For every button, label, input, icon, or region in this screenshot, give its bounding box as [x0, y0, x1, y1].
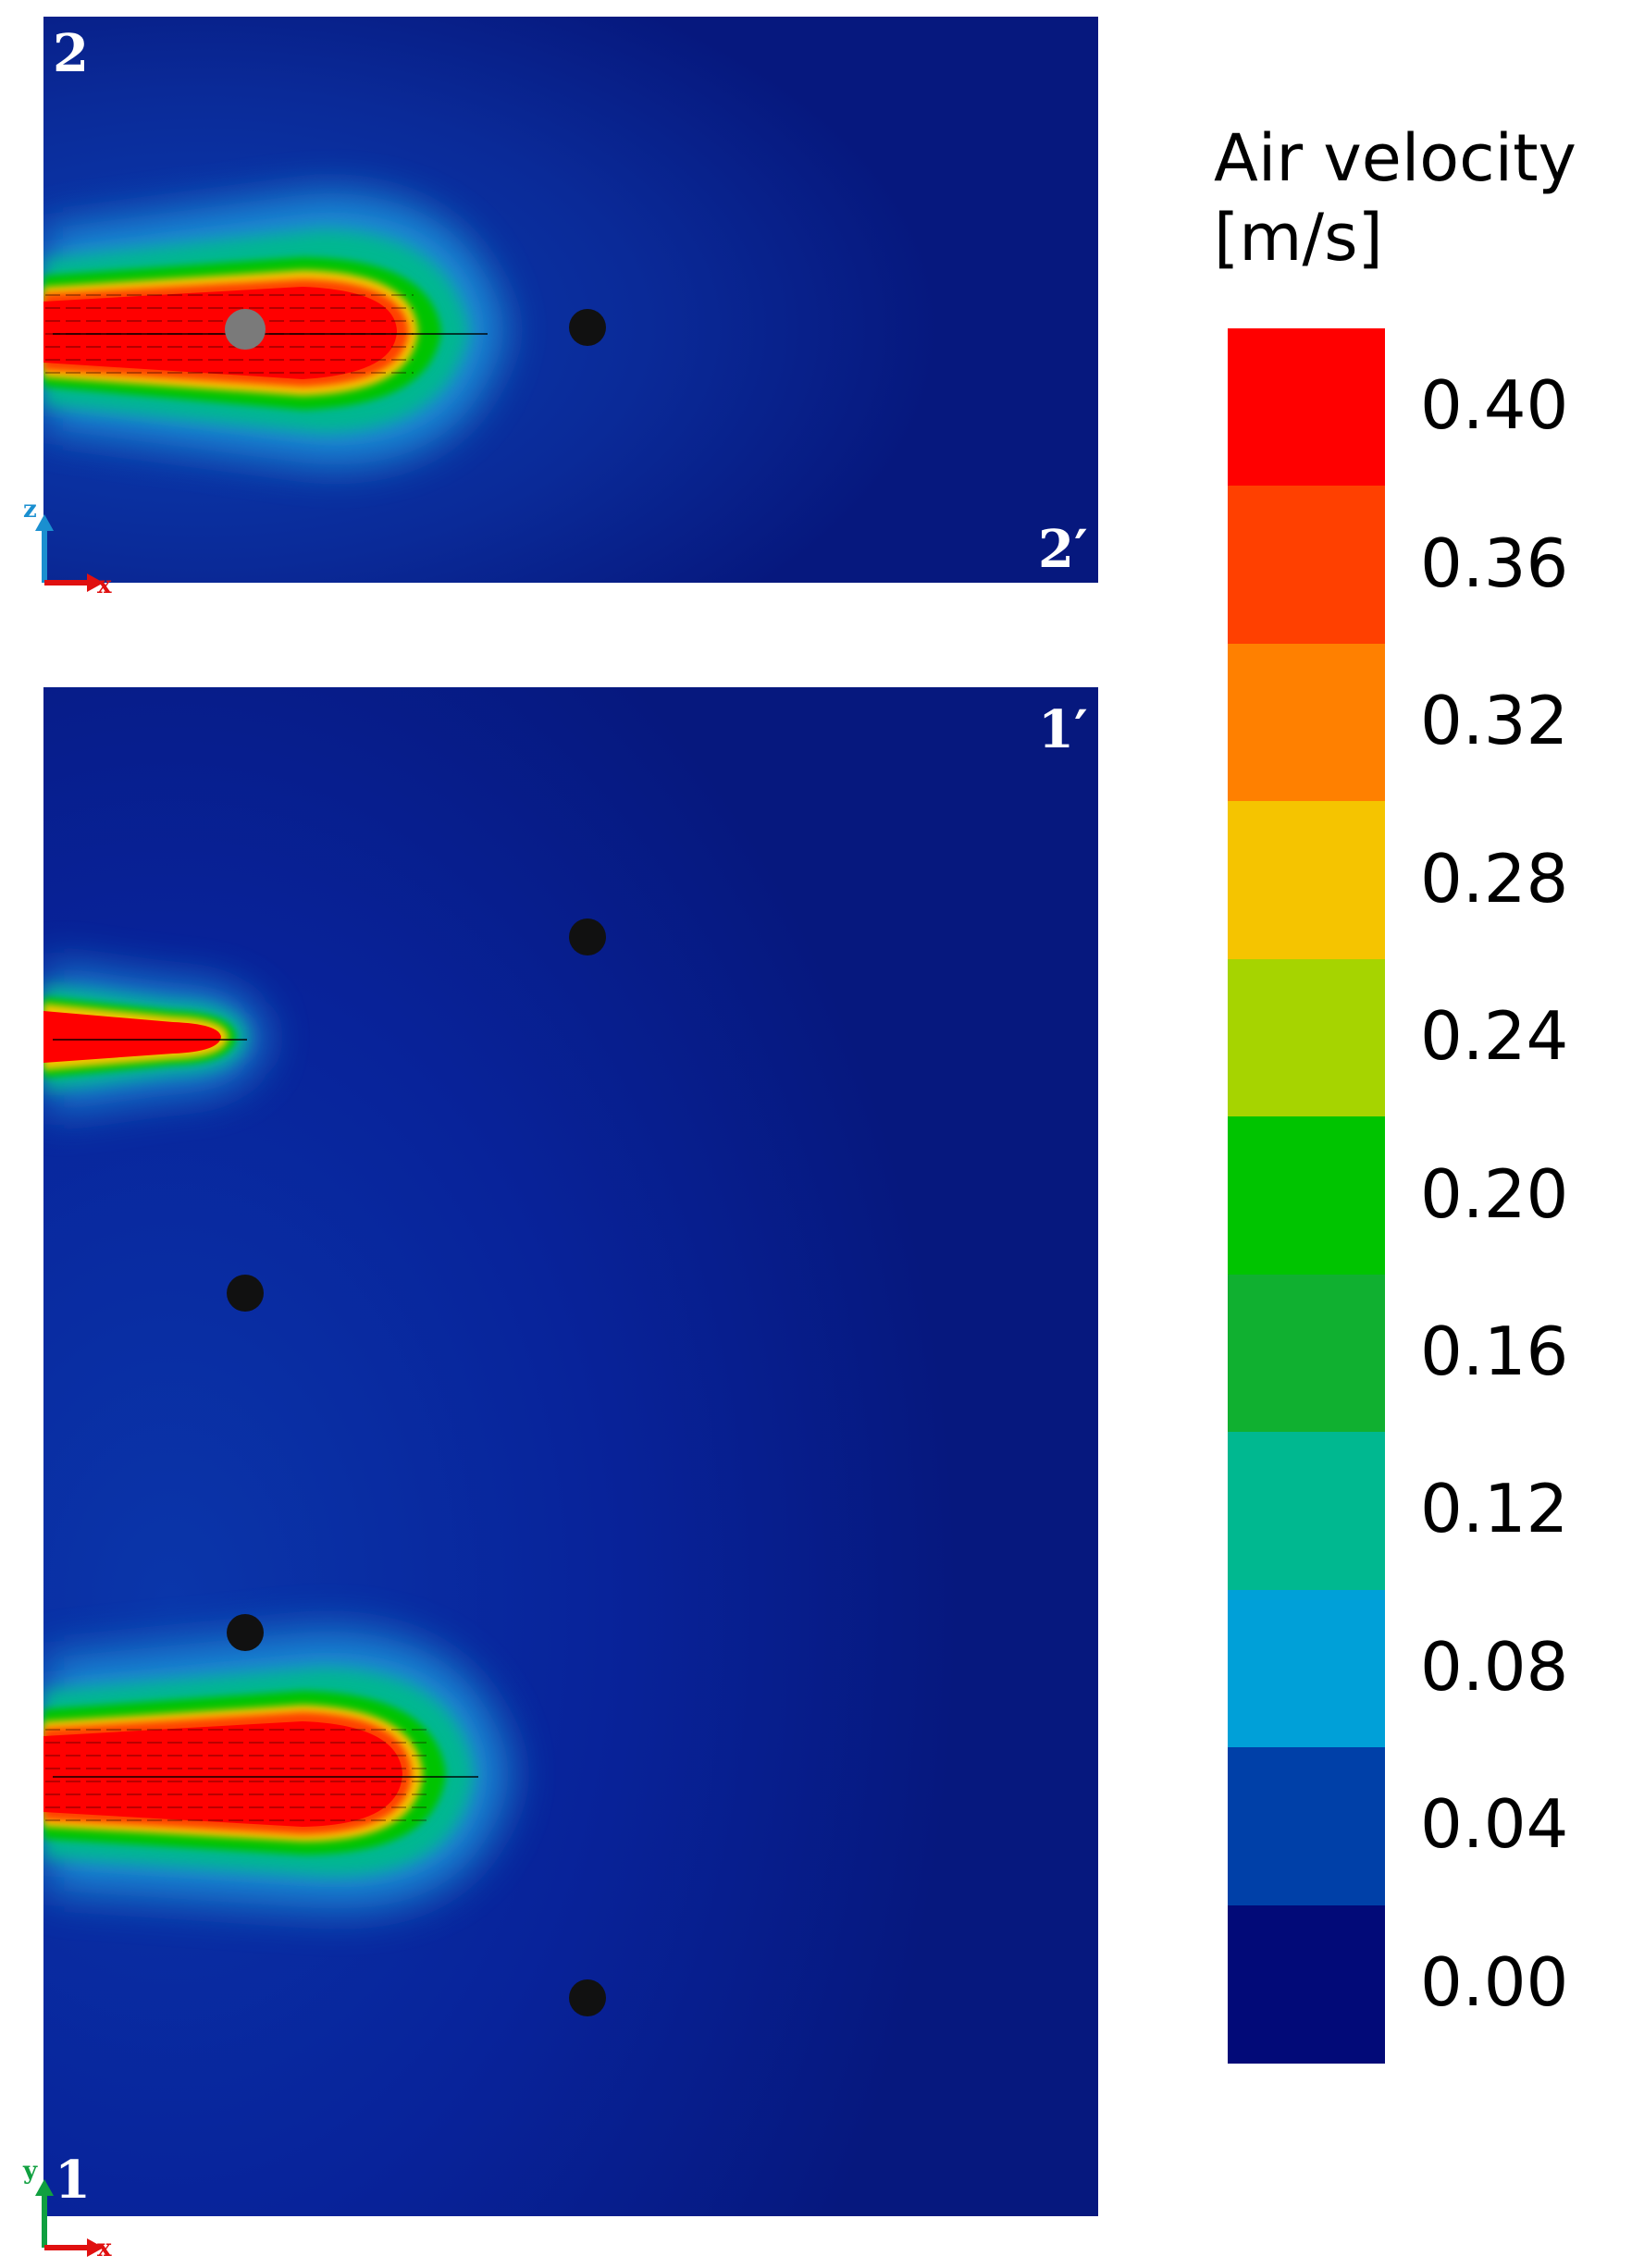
colorbar-swatch [1228, 958, 1385, 1118]
section-label-2: 2 [53, 23, 89, 84]
colorbar-tick-label: 0.00 [1420, 1942, 1569, 2021]
colorbar-swatch [1228, 328, 1385, 487]
colorbar-tick-label: 0.40 [1420, 366, 1569, 445]
axis-triad-yx [35, 2179, 104, 2257]
axis-label-y: y [23, 2157, 38, 2185]
velocity-section-1: 1′ 1 [43, 687, 1098, 2216]
colorbar-swatch [1228, 801, 1385, 960]
sensor-point [569, 918, 606, 955]
sensor-point [225, 309, 266, 350]
colorbar-tick-label: 0.16 [1420, 1312, 1569, 1390]
velocity-field-top [43, 17, 1098, 583]
legend-title: Air velocity [m/s] [1214, 118, 1621, 277]
colorbar-swatch [1228, 1589, 1385, 1749]
axis-label-x-bottom: x [97, 2235, 112, 2262]
sensor-point [227, 1614, 264, 1651]
colorbar-swatch [1228, 1904, 1385, 2064]
sensor-point [569, 309, 606, 346]
colorbar-tick-label: 0.32 [1420, 682, 1569, 760]
sensor-point [227, 1275, 264, 1312]
axis-label-z: z [23, 496, 37, 524]
legend-title-line2: [m/s] [1214, 200, 1383, 276]
colorbar-swatch [1228, 643, 1385, 803]
axis-triad-zx [35, 514, 104, 592]
axis-label-x-top: x [97, 572, 112, 599]
colorbar-swatch [1228, 1274, 1385, 1434]
sensor-point [569, 1979, 606, 2016]
legend-title-line1: Air velocity [1214, 120, 1576, 196]
colorbar-tick-label: 0.04 [1420, 1785, 1569, 1864]
colorbar-tick-label: 0.12 [1420, 1470, 1569, 1548]
colorbar-tick-label: 0.36 [1420, 524, 1569, 602]
colorbar-tick-label: 0.24 [1420, 997, 1569, 1076]
velocity-section-2: 2 2′ [43, 17, 1098, 583]
section-label-1-prime: 1′ [1038, 699, 1088, 760]
velocity-arrows [43, 1723, 432, 1825]
colorbar-tick-label: 0.20 [1420, 1154, 1569, 1233]
colorbar-tick-label: 0.28 [1420, 839, 1569, 918]
colorbar [1228, 328, 1385, 2064]
colorbar-swatch [1228, 1116, 1385, 1276]
section-label-1: 1 [55, 2150, 91, 2211]
colorbar-swatch [1228, 1747, 1385, 1906]
section-label-2-prime: 2′ [1038, 519, 1088, 580]
colorbar-swatch [1228, 1432, 1385, 1591]
colorbar-tick-label: 0.08 [1420, 1627, 1569, 1706]
velocity-field-bottom [43, 687, 1098, 2216]
colorbar-swatch [1228, 486, 1385, 645]
contour-040 [43, 1011, 221, 1063]
